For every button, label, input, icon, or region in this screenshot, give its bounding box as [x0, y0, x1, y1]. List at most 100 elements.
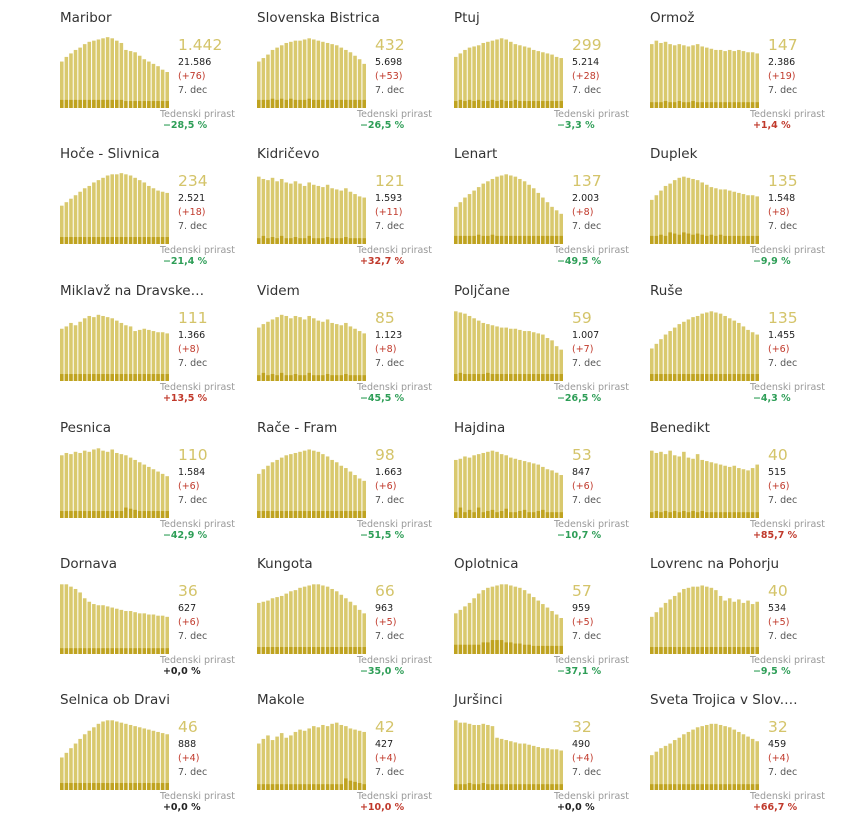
bar-total: [463, 197, 467, 244]
bar-total: [92, 727, 96, 790]
bar-new: [545, 784, 550, 790]
active-cases-value: 36: [178, 582, 198, 600]
bar-total: [147, 614, 151, 654]
bar-new: [298, 375, 302, 381]
bar-new: [504, 235, 508, 244]
bar-total: [289, 183, 293, 244]
bar-total: [559, 58, 563, 108]
weekly-growth-label: Tedenski prirast: [356, 109, 432, 120]
bar-new: [330, 375, 334, 381]
bar-new: [718, 647, 723, 654]
bar-total: [142, 613, 147, 654]
bar-new: [73, 237, 78, 244]
bar-new: [266, 99, 270, 108]
active-cases-value: 42: [375, 718, 395, 736]
bar-new: [284, 511, 289, 518]
bar-new: [275, 375, 279, 381]
bar-new: [348, 238, 353, 244]
bar-total: [82, 450, 87, 518]
bar-total: [119, 609, 124, 654]
bar-total: [481, 590, 486, 654]
weekly-growth: Tedenski prirast −26,5 %: [554, 382, 629, 404]
bar-new: [691, 101, 695, 108]
bar-new: [105, 99, 110, 108]
date-label: 7. dec: [375, 358, 405, 369]
bar-new: [339, 99, 344, 108]
weekly-growth: Tedenski prirast +1,4 %: [750, 109, 825, 131]
chart-title: Hoče - Slivnica: [60, 146, 160, 162]
bar-total: [536, 600, 541, 654]
bar-total: [293, 590, 298, 654]
weekly-growth-label: Tedenski prirast: [356, 519, 432, 530]
bar-total: [101, 721, 105, 790]
bar-new: [472, 784, 476, 790]
bar-new: [554, 784, 559, 790]
bar-total: [133, 177, 137, 244]
bar-new: [659, 234, 663, 244]
bar-total: [499, 454, 504, 518]
bar-total: [270, 49, 275, 108]
bar-total: [73, 588, 78, 654]
bar-total: [504, 174, 508, 244]
bar-new: [257, 99, 261, 108]
total-cases-value: 2.386: [768, 57, 796, 68]
bar-new: [750, 512, 755, 518]
bar-new: [82, 237, 87, 244]
bar-total: [723, 600, 727, 654]
bar-total: [279, 45, 284, 108]
bar-total: [266, 180, 270, 244]
bar-new: [357, 647, 362, 654]
bar-total: [750, 195, 755, 244]
bar-new: [302, 238, 307, 244]
bar-new: [746, 374, 750, 381]
bar-new: [344, 647, 348, 654]
bar-total: [550, 206, 554, 244]
bar-new: [64, 99, 69, 108]
bar-total: [64, 202, 69, 244]
weekly-growth-label: Tedenski prirast: [553, 655, 629, 666]
bar-new: [357, 511, 362, 518]
bar-total: [750, 52, 755, 108]
bar-total: [316, 40, 321, 108]
bar-total: [527, 331, 531, 381]
bar-new: [677, 374, 682, 381]
bar-total: [458, 202, 463, 244]
bar-total: [545, 607, 550, 654]
bar-total: [353, 729, 357, 790]
bar-new: [668, 512, 672, 518]
bar-new: [668, 784, 672, 790]
total-cases-value: 5.214: [572, 57, 600, 68]
chart-title: Slovenska Bistrica: [257, 10, 380, 26]
bar-new: [668, 647, 672, 654]
bar-total: [746, 52, 750, 108]
bar-total: [357, 196, 362, 244]
bar-new: [714, 374, 718, 381]
weekly-growth: Tedenski prirast +85,7 %: [750, 519, 825, 541]
total-cases-value: 959: [572, 603, 591, 614]
bar-total: [64, 752, 69, 790]
bar-new: [160, 101, 165, 108]
bar-total: [458, 458, 463, 518]
chart-panel: Sveta Trojica v Slov.… 32 459 (+4) 7. dec Ted…: [650, 692, 825, 822]
bar-new: [522, 784, 527, 790]
bar-new: [142, 648, 147, 654]
bar-total: [284, 315, 289, 381]
bar-total: [64, 452, 69, 518]
bar-total: [531, 597, 536, 654]
bar-total: [545, 748, 550, 790]
bar-total: [69, 53, 73, 108]
bar-total: [302, 39, 307, 109]
bar-total: [298, 451, 302, 518]
bar-new: [316, 647, 321, 654]
bar-new: [293, 237, 298, 244]
bar-total: [78, 321, 82, 381]
bar-total: [536, 51, 541, 108]
bar-total: [293, 181, 298, 244]
bar-new: [467, 235, 472, 244]
bar-new: [279, 647, 284, 654]
bar-new: [463, 784, 467, 790]
bar-total: [714, 188, 718, 244]
bar-new: [119, 783, 124, 790]
bar-new: [454, 101, 458, 108]
bar-new: [73, 511, 78, 518]
